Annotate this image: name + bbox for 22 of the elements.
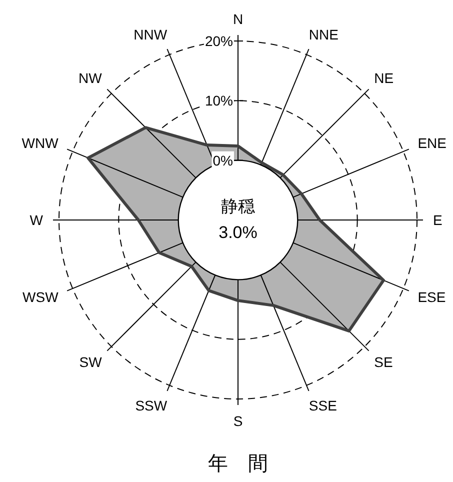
spoke-label: NE: [374, 70, 394, 86]
spoke-label: SSW: [135, 398, 168, 414]
spoke-label: WSW: [22, 288, 60, 305]
spoke-label: W: [30, 212, 44, 228]
y-tick-label: 0%: [212, 152, 233, 168]
y-tick-label: 20%: [204, 33, 233, 49]
spoke-label: SW: [79, 354, 103, 370]
text: 3.0%: [218, 223, 258, 242]
text: 年 間: [208, 453, 268, 475]
spoke-label: N: [232, 11, 244, 27]
spoke-label: SE: [374, 354, 393, 370]
text: 静穏: [221, 197, 255, 216]
spoke-label: E: [433, 212, 442, 228]
spoke-label: S: [233, 413, 243, 429]
spoke-label: NW: [78, 70, 103, 86]
y-tick-label: 10%: [204, 92, 233, 109]
spoke-label: NNE: [308, 26, 338, 42]
spoke-label: ESE: [418, 288, 446, 305]
spoke-label: ENE: [418, 135, 446, 152]
spoke-label: NNW: [134, 26, 168, 42]
spoke-label: SSE: [308, 398, 337, 414]
spoke-label: WNW: [22, 135, 60, 152]
